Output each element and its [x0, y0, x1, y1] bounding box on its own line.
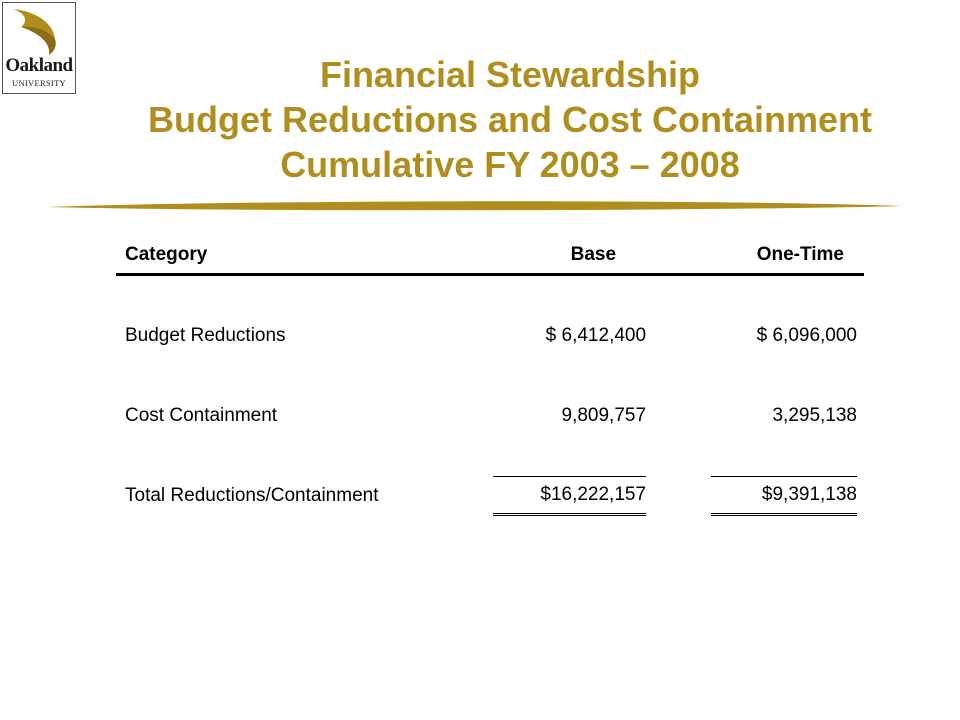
total-category: Total Reductions/Containment	[125, 485, 379, 506]
header-gap	[646, 236, 712, 276]
title-line-1: Financial Stewardship	[319, 54, 701, 95]
oakland-university-logo: Oakland UNIVERSITY	[2, 2, 76, 94]
row-one-time-value: $ 6,096,000	[756, 325, 857, 346]
total-base-value: $16,222,157	[493, 476, 647, 516]
table-row: Budget Reductions $ 6,412,400 $ 6,096,00…	[116, 275, 864, 377]
total-base-cell: $16,222,157	[487, 456, 647, 536]
table-total-row: Total Reductions/Containment $16,222,157…	[116, 456, 864, 536]
row-gap	[646, 376, 711, 456]
row-category: Budget Reductions	[125, 325, 286, 346]
header-one-time: One-Time	[711, 236, 864, 276]
table-header-row: Category Base One-Time	[116, 236, 864, 276]
row-base-value: $ 6,412,400	[545, 325, 647, 346]
row-gap	[646, 275, 711, 377]
logo-name-line2: UNIVERSITY	[12, 78, 66, 88]
sail-icon	[13, 9, 56, 55]
header-base: Base	[487, 236, 647, 276]
header-category: Category	[116, 236, 487, 276]
table-row: Cost Containment 9,809,757 3,295,138	[116, 376, 864, 456]
row-category: Cost Containment	[125, 405, 278, 426]
slide-title: Financial Stewardship Budget Reductions …	[80, 52, 940, 187]
row-base-value: 9,809,757	[561, 405, 647, 426]
total-gap	[646, 456, 711, 536]
financial-table: Category Base One-Time Budget Reductions…	[116, 236, 864, 536]
logo-name-line1: Oakland	[5, 55, 73, 76]
title-line-2: Budget Reductions and Cost Containment	[148, 99, 872, 140]
total-one-time-value: $9,391,138	[711, 476, 857, 516]
title-line-3: Cumulative FY 2003 – 2008	[280, 144, 740, 185]
total-one-time-cell: $9,391,138	[711, 456, 864, 536]
row-one-time-value: 3,295,138	[772, 405, 857, 426]
title-divider-swoosh	[48, 201, 904, 211]
